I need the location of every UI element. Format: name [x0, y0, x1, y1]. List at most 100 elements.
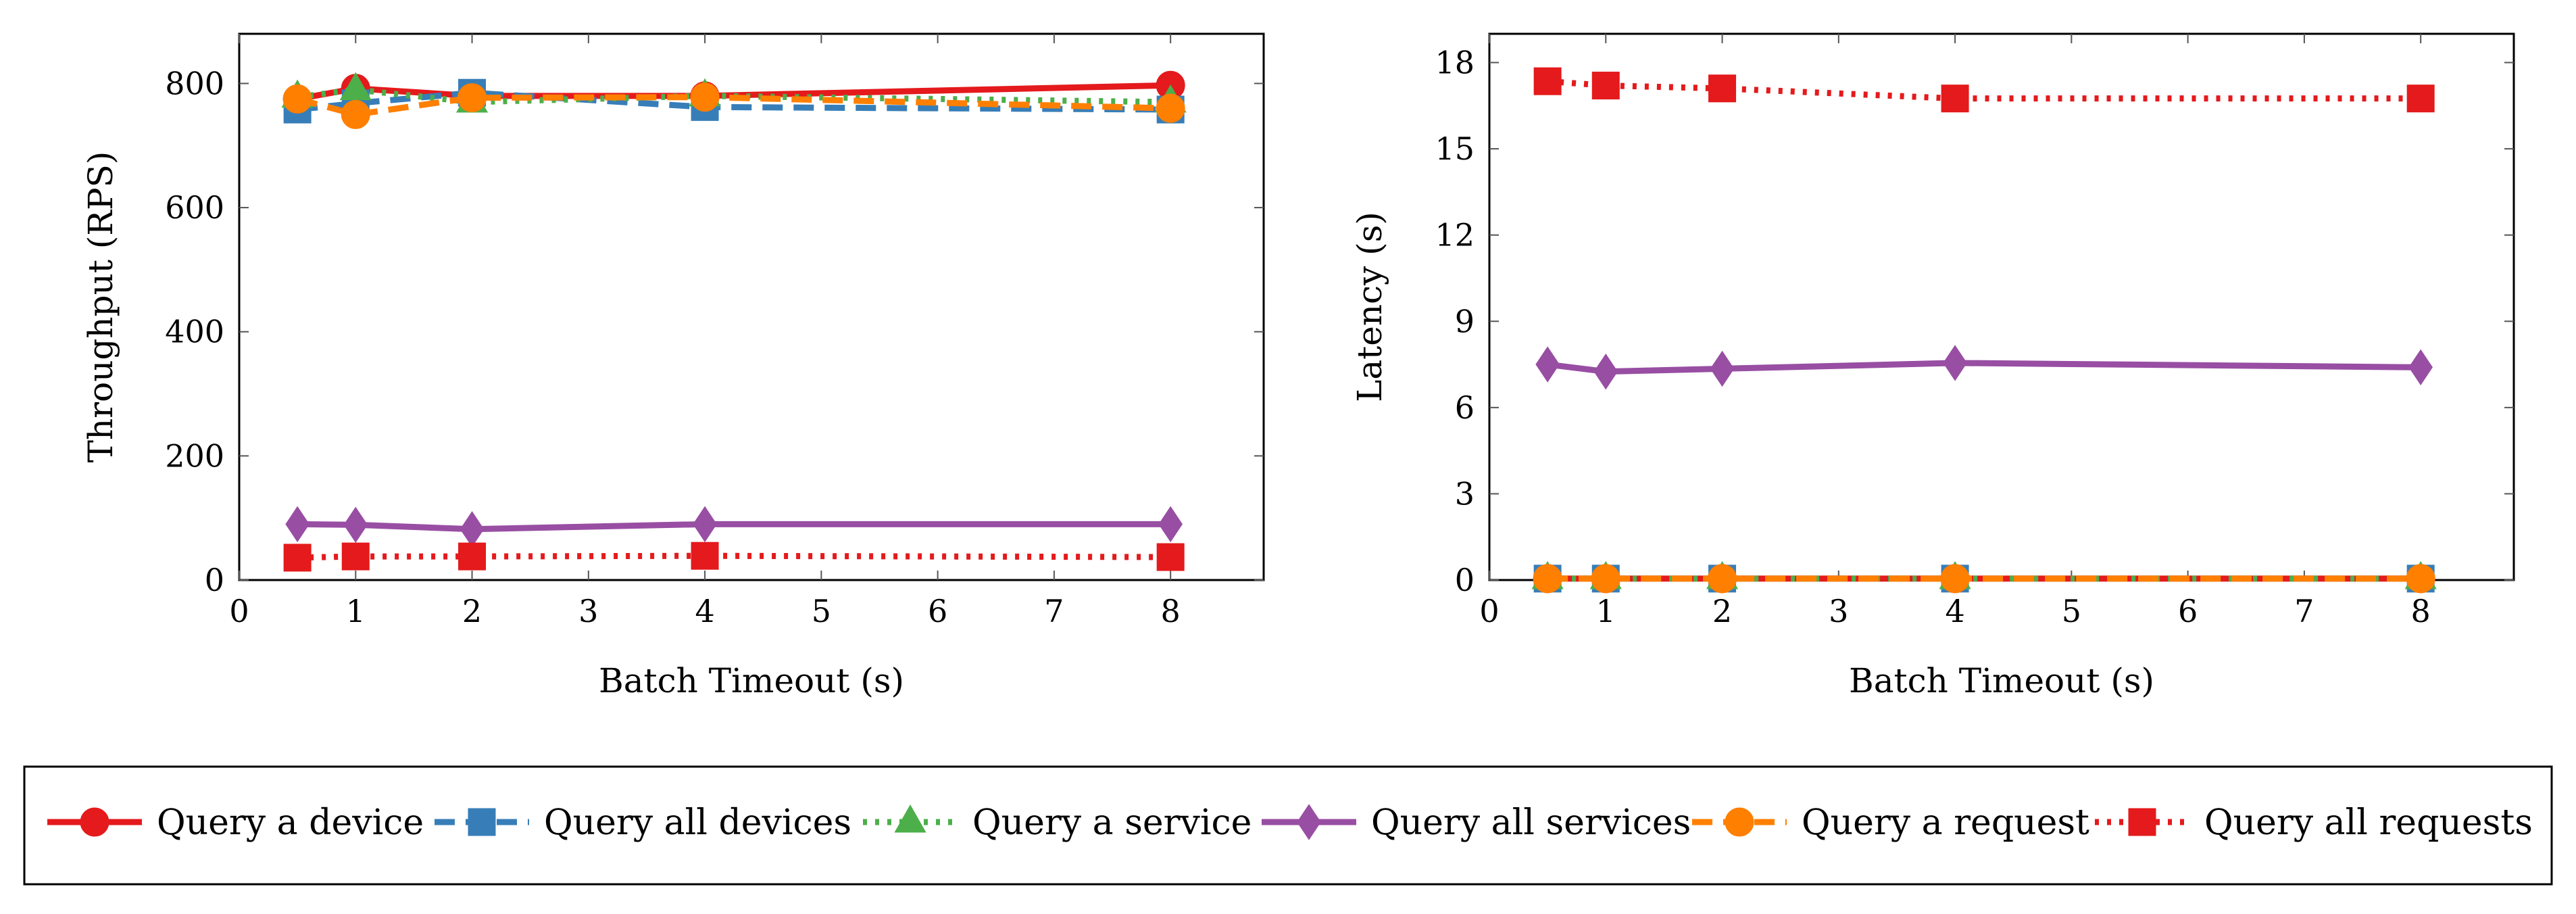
throughput-x-axis-label: Batch Timeout (s): [599, 661, 904, 700]
throughput-plot-frame: [238, 32, 1265, 581]
latency-x-tick-label: 5: [2062, 593, 2081, 629]
throughput-y-tick-label: 0: [205, 562, 224, 598]
legend-label: Query all devices: [544, 802, 851, 843]
throughput-y-tick-label: 400: [165, 314, 224, 350]
latency-point-query-all-services: [1535, 346, 1560, 383]
throughput-x-tick-label: 2: [462, 593, 482, 629]
legend-label: Query all services: [1371, 802, 1691, 843]
legend-item-query-a-request: Query a request: [1692, 802, 2089, 843]
latency-x-tick-label: 1: [1596, 593, 1616, 629]
legend-marker-query-all-services: [1297, 804, 1321, 840]
latency-plot-frame: [1488, 32, 2515, 581]
latency-x-tick-label: 4: [1945, 593, 1964, 629]
legend-label: Query a service: [972, 802, 1252, 843]
throughput-point-query-all-requests: [691, 542, 719, 570]
legend-label: Query a request: [1802, 802, 2089, 843]
throughput-y-tick-label: 600: [165, 189, 224, 226]
throughput-point-query-all-services: [693, 506, 717, 543]
latency-point-query-all-requests: [2406, 85, 2435, 113]
throughput-chart: 0 1 2 3 4 5 6 7 8 0 200 400 600 800 Batch Timeout (s)…: [81, 32, 1265, 700]
legend-marker-query-a-device: [80, 807, 109, 837]
legend-item-query-all-services: Query all services: [1262, 802, 1691, 843]
throughput-line-query-a-service: [297, 87, 1171, 105]
throughput-point-query-all-requests: [283, 544, 312, 572]
legend-label: Query a device: [157, 802, 424, 843]
throughput-series: [281, 70, 1187, 572]
latency-point-query-all-services: [2408, 349, 2433, 386]
latency-point-query-all-requests: [1708, 74, 1737, 103]
throughput-point-query-all-services: [285, 506, 309, 543]
throughput-x-tick-label: 7: [1044, 593, 1064, 629]
latency-line-query-all-services: [1547, 360, 2421, 375]
throughput-ticks: 0 1 2 3 4 5 6 7 8 0 200 400 600 800: [165, 34, 1264, 629]
throughput-y-tick-label: 800: [165, 65, 224, 101]
latency-point-query-a-request: [1591, 564, 1620, 594]
throughput-x-tick-label: 4: [695, 593, 714, 629]
throughput-series-query-a-request: [282, 82, 1185, 129]
latency-y-tick-label: 18: [1435, 45, 1475, 81]
latency-point-query-all-services: [1593, 353, 1618, 390]
legend-marker-query-a-service: [894, 804, 926, 833]
throughput-x-tick-label: 0: [229, 593, 249, 629]
latency-point-query-a-request: [1708, 564, 1737, 594]
latency-y-tick-label: 12: [1435, 217, 1475, 254]
throughput-point-query-all-requests: [1156, 543, 1185, 571]
latency-point-query-a-request: [1533, 564, 1562, 594]
legend-marker-query-all-devices: [468, 808, 496, 836]
latency-point-query-all-requests: [1941, 85, 1969, 113]
latency-series-query-a-request: [1533, 564, 2435, 594]
throughput-point-query-a-request: [282, 84, 312, 114]
latency-series-query-all-requests: [1533, 67, 2435, 113]
throughput-point-query-a-request: [457, 83, 487, 113]
throughput-y-tick-label: 200: [165, 437, 224, 474]
throughput-x-tick-label: 6: [928, 593, 947, 629]
latency-y-tick-label: 0: [1455, 562, 1475, 598]
throughput-y-axis-label: Throughput (RPS): [81, 151, 120, 463]
latency-x-tick-label: 7: [2294, 593, 2314, 629]
throughput-point-query-all-services: [1158, 506, 1183, 543]
latency-y-tick-label: 15: [1435, 130, 1475, 167]
latency-x-tick-label: 6: [2178, 593, 2198, 629]
throughput-line-query-all-services: [297, 521, 1171, 533]
throughput-point-query-all-requests: [341, 542, 370, 571]
throughput-x-tick-label: 5: [812, 593, 831, 629]
latency-point-query-a-request: [1940, 564, 1970, 594]
throughput-point-query-all-services: [460, 511, 485, 548]
legend-item-query-a-device: Query a device: [47, 802, 424, 843]
legend: Query a device Query all devices Query a s…: [23, 765, 2553, 886]
latency-point-query-all-services: [1943, 345, 1967, 381]
latency-line-query-all-requests: [1547, 78, 2421, 102]
latency-point-query-all-requests: [1533, 67, 1562, 95]
throughput-point-query-a-service: [339, 72, 372, 101]
throughput-point-query-a-request: [341, 99, 370, 129]
legend-marker-query-all-requests: [2128, 808, 2156, 836]
latency-y-axis-label: Latency (s): [1350, 212, 1389, 402]
latency-point-query-all-services: [1710, 350, 1735, 387]
throughput-series-query-all-requests: [283, 542, 1185, 572]
latency-y-tick-label: 6: [1455, 389, 1475, 426]
latency-x-tick-label: 8: [2411, 593, 2431, 629]
legend-item-query-a-service: Query a service: [863, 802, 1252, 843]
throughput-x-tick-label: 8: [1161, 593, 1181, 629]
latency-x-tick-label: 3: [1829, 593, 1848, 629]
latency-y-tick-label: 3: [1455, 475, 1475, 512]
throughput-x-tick-label: 1: [346, 593, 366, 629]
legend-item-query-all-devices: Query all devices: [435, 802, 851, 843]
latency-x-tick-label: 2: [1712, 593, 1732, 629]
latency-point-query-a-request: [2406, 564, 2435, 594]
throughput-point-query-all-services: [343, 506, 368, 543]
latency-point-query-all-requests: [1591, 72, 1620, 100]
latency-x-axis-label: Batch Timeout (s): [1849, 661, 2154, 700]
throughput-x-tick-label: 3: [578, 593, 598, 629]
throughput-line-query-all-requests: [297, 552, 1171, 561]
throughput-point-query-a-request: [690, 82, 720, 112]
latency-series: [1531, 67, 2437, 594]
throughput-point-query-a-request: [1156, 93, 1185, 123]
legend-item-query-all-requests: Query all requests: [2095, 802, 2533, 843]
latency-series-query-all-services: [1535, 345, 2433, 390]
throughput-point-query-all-requests: [458, 542, 487, 571]
throughput-series-query-all-services: [285, 506, 1183, 548]
